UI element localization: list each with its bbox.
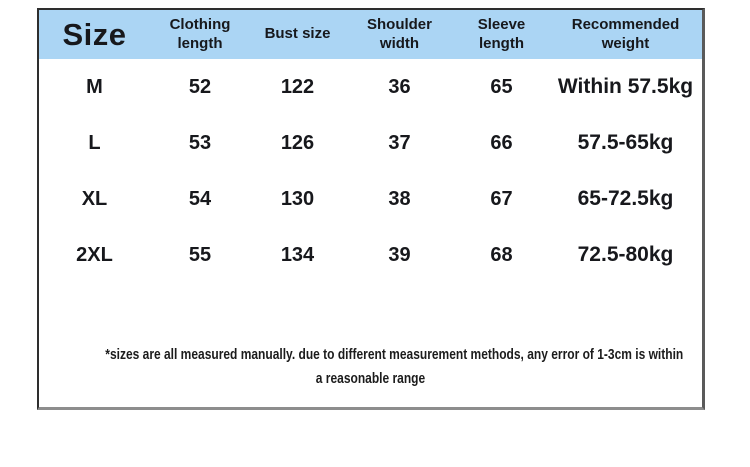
cell-bust-size: 130 [280, 187, 315, 210]
cell-size: 2XL [76, 243, 113, 266]
cell-size: M [86, 75, 103, 98]
cell-bust-size: 134 [280, 243, 315, 266]
cell-recommended-weight: 57.5-65kg [577, 131, 674, 154]
cell-clothing-length: 55 [188, 243, 212, 266]
header-sleeve-length: Sleeve length [477, 16, 526, 52]
cell-shoulder-width: 37 [388, 131, 411, 154]
cell-shoulder-width: 39 [388, 243, 411, 266]
table-header-row: Size Clothing length Bust size Shoulder … [39, 10, 702, 59]
cell-size: L [88, 131, 101, 154]
header-recommended-weight: Recommended weight [571, 16, 680, 52]
disclaimer-line-2: a reasonable range [315, 370, 426, 387]
cell-recommended-weight: 72.5-80kg [577, 243, 674, 266]
table-row-l: L 53 126 37 66 57.5-65kg [39, 115, 702, 171]
header-bust-size: Bust size [264, 25, 331, 43]
header-shoulder-width: Shoulder width [366, 16, 432, 52]
measurement-disclaimer: *sizes are all measured manually. due to… [39, 283, 702, 391]
table-row-2xl: 2XL 55 134 39 68 72.5-80kg [39, 227, 702, 283]
cell-bust-size: 126 [280, 131, 315, 154]
table-row-xl: XL 54 130 38 67 65-72.5kg [39, 171, 702, 227]
table-row-m: M 52 122 36 65 Within 57.5kg [39, 59, 702, 115]
cell-clothing-length: 53 [188, 131, 212, 154]
cell-sleeve-length: 68 [490, 243, 513, 266]
cell-sleeve-length: 67 [490, 187, 513, 210]
cell-sleeve-length: 66 [490, 131, 513, 154]
header-size: Size [62, 16, 127, 52]
size-table: Size Clothing length Bust size Shoulder … [37, 8, 705, 410]
header-clothing-length: Clothing length [169, 16, 231, 52]
cell-clothing-length: 52 [188, 75, 212, 98]
cell-sleeve-length: 65 [490, 75, 513, 98]
cell-clothing-length: 54 [188, 187, 212, 210]
disclaimer-line-1: *sizes are all measured manually. due to… [105, 346, 684, 363]
cell-shoulder-width: 38 [388, 187, 411, 210]
cell-recommended-weight: 65-72.5kg [577, 187, 674, 210]
cell-size: XL [81, 187, 108, 210]
cell-shoulder-width: 36 [388, 75, 411, 98]
cell-recommended-weight: Within 57.5kg [557, 75, 694, 98]
cell-bust-size: 122 [280, 75, 315, 98]
